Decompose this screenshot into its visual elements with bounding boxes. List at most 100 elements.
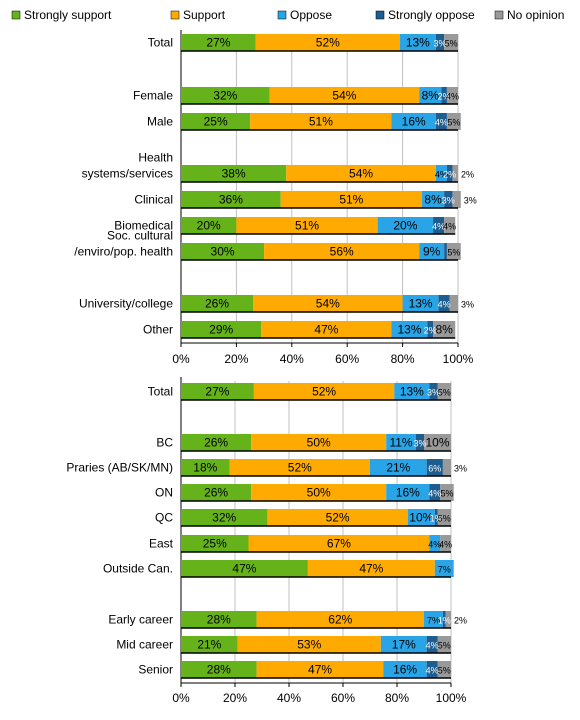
data-label: 4% [438, 300, 451, 310]
bar-segment [446, 87, 458, 104]
bar-segment [429, 535, 441, 552]
legend-swatch [11, 10, 21, 20]
category-label: Early career [108, 613, 173, 627]
bar-segment [415, 434, 424, 451]
data-label: 4% [439, 540, 452, 550]
data-label: 47% [359, 562, 383, 576]
category-label: /enviro/pop. health [74, 245, 173, 259]
data-label: 13% [406, 36, 430, 50]
bar-segment [181, 165, 287, 182]
data-label: 4% [428, 489, 441, 499]
data-label: 32% [212, 511, 236, 525]
bar-segment [229, 459, 370, 476]
bar-segment [286, 165, 436, 182]
category-label: ON [155, 486, 173, 500]
bar-segment [429, 383, 438, 400]
category-label: Senior [138, 663, 173, 677]
legend-label: Strongly oppose [388, 8, 475, 22]
data-label: 7% [438, 565, 451, 575]
bar-segment [181, 217, 237, 234]
bar-segment [402, 295, 439, 312]
bar-segment [407, 509, 435, 526]
bar-group: Female 32% 54% 8%2%4% [133, 87, 459, 105]
legend-swatch [277, 10, 287, 20]
bar-group: Senior 28% 47% 16% 4% 5% [138, 661, 451, 679]
data-label: 54% [316, 297, 340, 311]
data-label: 30% [211, 245, 235, 259]
bar-group: Mid career 21% 53% 17% 4% 5% [116, 636, 451, 654]
data-label: 52% [288, 461, 312, 475]
bar-segment [181, 87, 270, 104]
data-label: 50% [307, 486, 331, 500]
category-label: Other [143, 323, 173, 337]
data-label: 10% [425, 436, 449, 450]
bar-segment [181, 509, 268, 526]
data-label: 5% [438, 666, 451, 676]
data-label: 5% [440, 489, 453, 499]
bar-group: Total 27% 52% 13% 3%5% [148, 383, 451, 401]
legend-item: Strongly oppose [375, 8, 475, 22]
bar-segment [255, 34, 400, 51]
data-label: 7% [427, 616, 440, 626]
bar-group: ON 26% 50% 16% 4% 5% [155, 484, 454, 502]
data-label: 4% [435, 170, 448, 180]
category-label: Biomedical [114, 219, 173, 233]
x-tick-label: 20% [223, 691, 247, 705]
bar-segment [441, 87, 447, 104]
bar-segment [427, 321, 434, 338]
bar-segment [446, 113, 461, 130]
data-label: 52% [312, 385, 336, 399]
bar-segment [442, 611, 446, 628]
bar-segment [433, 217, 445, 234]
data-label: 2% [438, 92, 451, 102]
category-label: Female [133, 89, 173, 103]
bar-segment [437, 509, 451, 526]
data-label: 54% [332, 89, 356, 103]
bar-segment [446, 243, 461, 260]
data-label: 47% [314, 323, 338, 337]
bar-segment [253, 383, 395, 400]
bar-group: Male 25% 51% 16% 4% 5% [147, 113, 461, 131]
category-label: Soc. cultural [107, 229, 173, 243]
bar-segment [386, 484, 430, 501]
bar-segment [181, 636, 238, 653]
data-label: 27% [205, 385, 229, 399]
data-label: 10% [409, 511, 433, 525]
data-label: 16% [396, 486, 420, 500]
category-label: Praries (AB/SK/MN) [66, 461, 173, 475]
bar-segment [307, 560, 435, 577]
data-label: 2% [454, 616, 467, 626]
data-label: 50% [307, 436, 331, 450]
bar-segment [267, 509, 408, 526]
bar-group: Other 29% 47% 13% 2%8% [143, 321, 456, 339]
legend-label: Strongly support [24, 8, 112, 22]
x-tick-label: 0% [172, 352, 190, 366]
data-label: 26% [204, 486, 228, 500]
category-label: systems/services [82, 167, 173, 181]
data-label: 47% [232, 562, 256, 576]
bar-segment [181, 295, 254, 312]
x-tick-label: 60% [335, 352, 359, 366]
data-label: 1% [430, 514, 443, 524]
bar-group: University/college 26% 54% 13% 4% 3% [79, 295, 474, 313]
bar-segment [253, 295, 403, 312]
bar-group: Biomedical 20% 51% 20% 4%4% [114, 217, 456, 235]
bar-segment [449, 295, 458, 312]
category-label: University/college [79, 297, 173, 311]
data-label: 4% [446, 92, 459, 102]
bar-segment [429, 484, 441, 501]
data-label: 2% [461, 170, 474, 180]
data-label: 4% [426, 641, 439, 651]
data-label: 38% [222, 167, 246, 181]
data-label: 13% [398, 323, 422, 337]
bar-segment [433, 321, 456, 338]
data-label: 51% [309, 115, 333, 129]
bar-group: Praries (AB/SK/MN) 18% 52% 21% 6% 3% [66, 459, 467, 477]
data-label: 13% [409, 297, 433, 311]
bar-segment [181, 611, 257, 628]
bar-segment [434, 560, 454, 577]
bar-segment [386, 434, 416, 451]
legend-swatch [494, 10, 504, 20]
category-label: QC [155, 511, 173, 525]
bar-segment [181, 459, 230, 476]
